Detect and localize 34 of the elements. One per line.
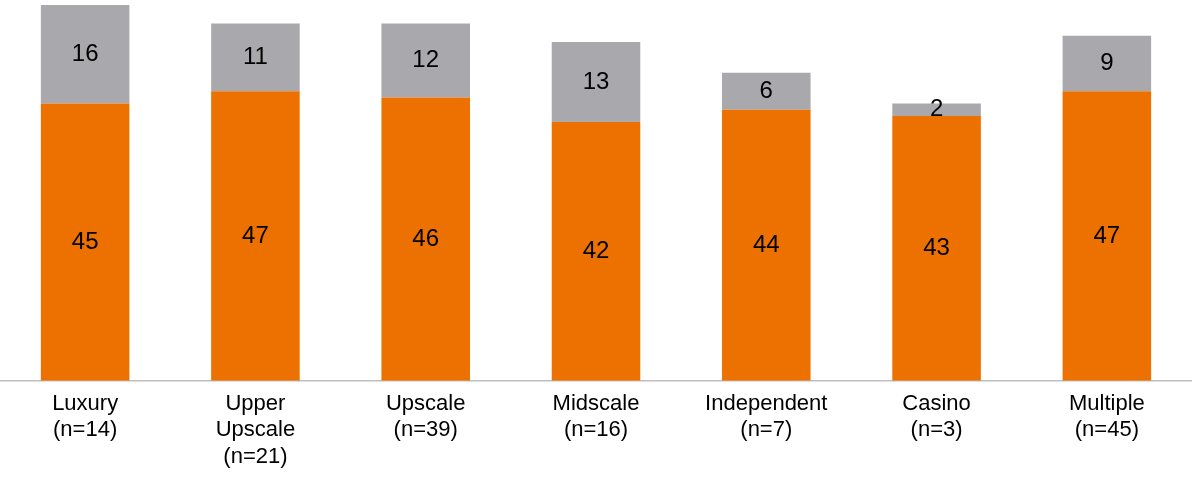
data-label: 45 <box>71 226 99 254</box>
bar <box>381 23 470 98</box>
x-tick-label: Upscale (n=39) <box>385 390 466 442</box>
x-tick-label: Multiple (n=45) <box>1068 390 1145 442</box>
x-tick-label: Luxury (n=14) <box>52 390 119 442</box>
bar <box>722 109 811 381</box>
data-label: 2 <box>929 94 944 122</box>
data-label: 6 <box>759 75 773 103</box>
data-label: 42 <box>582 236 610 264</box>
data-label: 16 <box>71 38 99 66</box>
bar <box>1062 91 1152 381</box>
bar <box>722 72 811 110</box>
data-label: 13 <box>582 66 610 94</box>
data-label: 47 <box>1093 220 1121 248</box>
bar <box>40 103 130 381</box>
bar <box>381 97 470 381</box>
data-label: 43 <box>923 232 950 260</box>
bar <box>551 122 641 381</box>
bar <box>211 23 300 92</box>
bar <box>211 91 300 381</box>
x-tick-label: Upper Upscale (n=21) <box>215 390 296 468</box>
bar <box>892 115 981 381</box>
bar <box>551 41 641 123</box>
x-tick-label: Midscale (n=16) <box>552 390 640 442</box>
data-label: 12 <box>412 45 440 73</box>
x-tick-label: Independent (n=7) <box>705 390 828 442</box>
data-label: 11 <box>242 41 268 69</box>
x-tick-label: Casino (n=3) <box>902 390 971 442</box>
bar <box>1062 35 1152 92</box>
bar <box>40 5 130 104</box>
data-label: 47 <box>242 220 269 248</box>
data-label: 44 <box>752 229 780 257</box>
data-label: 46 <box>412 223 440 251</box>
data-label: 9 <box>1100 48 1114 76</box>
